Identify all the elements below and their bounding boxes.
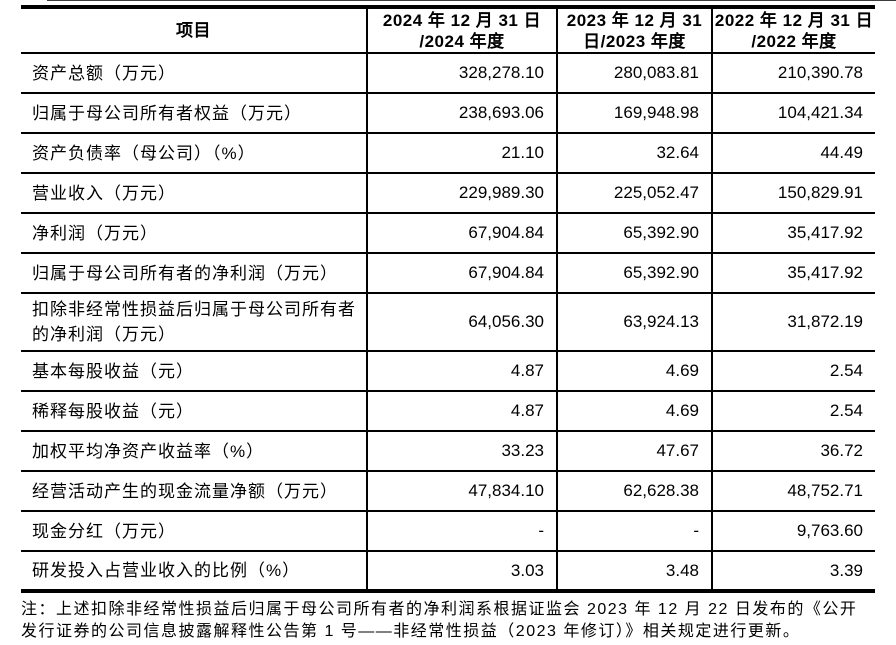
row-label: 归属于母公司所有者的净利润（万元）: [21, 252, 368, 294]
row-label: 营业收入（万元）: [21, 172, 368, 214]
table-row: 研发投入占营业收入的比例（%） 3.03 3.48 3.39: [21, 550, 875, 592]
row-label: 资产总额（万元）: [21, 52, 368, 94]
financial-summary-table: 项目 2024 年 12 月 31 日 /2024 年度 2023 年 12 月…: [21, 5, 875, 593]
row-value-2022: 2.54: [711, 390, 875, 432]
row-label: 经营活动产生的现金流量净额（万元）: [21, 470, 368, 512]
table-row: 净利润（万元） 67,904.84 65,392.90 35,417.92: [21, 212, 875, 254]
row-value-2022: 150,829.91: [711, 172, 875, 214]
row-value-2024: 238,693.06: [366, 92, 558, 134]
row-value-2022: 36.72: [711, 430, 875, 472]
header-2024-line1: 2024 年 12 月 31 日: [382, 10, 542, 30]
row-value-2023: 280,083.81: [556, 52, 713, 94]
row-value-2023: 32.64: [556, 132, 713, 174]
table-body: 资产总额（万元） 328,278.10 280,083.81 210,390.7…: [21, 52, 875, 592]
row-value-2023: 4.69: [556, 390, 713, 432]
row-value-2023: 225,052.47: [556, 172, 713, 214]
row-value-2024: 67,904.84: [366, 212, 558, 254]
header-2023-line1: 2023 年 12 月 31: [566, 10, 703, 30]
table-row: 扣除非经常性损益后归属于母公司所有者的净利润（万元） 64,056.30 63,…: [21, 292, 875, 352]
row-value-2024: 47,834.10: [366, 470, 558, 512]
row-value-2024: 4.87: [366, 350, 558, 392]
row-value-2023: 4.69: [556, 350, 713, 392]
row-value-2023: 3.48: [556, 550, 713, 592]
row-value-2022: 3.39: [711, 550, 875, 592]
header-row: 项目 2024 年 12 月 31 日 /2024 年度 2023 年 12 月…: [21, 6, 875, 54]
row-value-2024: 328,278.10: [366, 52, 558, 94]
row-value-2022: 2.54: [711, 350, 875, 392]
row-label: 基本每股收益（元）: [21, 350, 368, 392]
row-value-2023: 65,392.90: [556, 252, 713, 294]
row-label: 归属于母公司所有者权益（万元）: [21, 92, 368, 134]
footnote: 注：上述扣除非经常性损益后归属于母公司所有者的净利润系根据证监会 2023 年 …: [21, 599, 881, 643]
header-column-2022: 2022 年 12 月 31 日 /2022 年度: [711, 6, 875, 54]
row-value-2022: 31,872.19: [711, 292, 875, 352]
row-value-2022: 9,763.60: [711, 510, 875, 552]
row-label: 扣除非经常性损益后归属于母公司所有者的净利润（万元）: [21, 292, 368, 352]
row-value-2023: -: [556, 510, 713, 552]
table-row: 资产总额（万元） 328,278.10 280,083.81 210,390.7…: [21, 52, 875, 94]
header-2023-line2: 日/2023 年度: [583, 31, 686, 51]
row-value-2022: 44.49: [711, 132, 875, 174]
table-row: 归属于母公司所有者权益（万元） 238,693.06 169,948.98 10…: [21, 92, 875, 134]
table-row: 稀释每股收益（元） 4.87 4.69 2.54: [21, 390, 875, 432]
row-label: 资产负债率（母公司）（%）: [21, 132, 368, 174]
row-value-2024: 67,904.84: [366, 252, 558, 294]
row-value-2023: 47.67: [556, 430, 713, 472]
header-2022-line2: /2022 年度: [751, 31, 837, 51]
table-row: 加权平均净资产收益率（%） 33.23 47.67 36.72: [21, 430, 875, 472]
row-label: 稀释每股收益（元）: [21, 390, 368, 432]
header-column-2023: 2023 年 12 月 31 日/2023 年度: [556, 6, 713, 54]
footnote-line2: 发行证券的公司信息披露解释性公告第 1 号——非经常性损益（2023 年修订）》…: [21, 623, 801, 640]
table-row: 基本每股收益（元） 4.87 4.69 2.54: [21, 350, 875, 392]
row-value-2024: 4.87: [366, 390, 558, 432]
footnote-line1: 注：上述扣除非经常性损益后归属于母公司所有者的净利润系根据证监会 2023 年 …: [21, 601, 858, 618]
row-value-2023: 169,948.98: [556, 92, 713, 134]
row-value-2023: 63,924.13: [556, 292, 713, 352]
table-row: 营业收入（万元） 229,989.30 225,052.47 150,829.9…: [21, 172, 875, 214]
row-value-2022: 35,417.92: [711, 252, 875, 294]
row-value-2022: 48,752.71: [711, 470, 875, 512]
row-value-2023: 65,392.90: [556, 212, 713, 254]
row-label: 加权平均净资产收益率（%）: [21, 430, 368, 472]
table-row: 现金分红（万元） - - 9,763.60: [21, 510, 875, 552]
row-value-2024: 64,056.30: [366, 292, 558, 352]
clipped-rule-top: [47, 0, 896, 1]
table-row: 归属于母公司所有者的净利润（万元） 67,904.84 65,392.90 35…: [21, 252, 875, 294]
header-item-column: 项目: [21, 6, 368, 54]
table-row: 经营活动产生的现金流量净额（万元） 47,834.10 62,628.38 48…: [21, 470, 875, 512]
row-value-2024: -: [366, 510, 558, 552]
row-label: 净利润（万元）: [21, 212, 368, 254]
row-value-2022: 104,421.34: [711, 92, 875, 134]
row-value-2024: 3.03: [366, 550, 558, 592]
row-value-2022: 35,417.92: [711, 212, 875, 254]
row-label: 现金分红（万元）: [21, 510, 368, 552]
row-value-2024: 229,989.30: [366, 172, 558, 214]
header-column-2024: 2024 年 12 月 31 日 /2024 年度: [366, 6, 558, 54]
row-value-2024: 33.23: [366, 430, 558, 472]
row-value-2024: 21.10: [366, 132, 558, 174]
table-row: 资产负债率（母公司）（%） 21.10 32.64 44.49: [21, 132, 875, 174]
header-2024-line2: /2024 年度: [419, 31, 505, 51]
row-label: 研发投入占营业收入的比例（%）: [21, 550, 368, 592]
row-value-2022: 210,390.78: [711, 52, 875, 94]
row-value-2023: 62,628.38: [556, 470, 713, 512]
header-2022-line1: 2022 年 12 月 31 日: [714, 10, 874, 30]
